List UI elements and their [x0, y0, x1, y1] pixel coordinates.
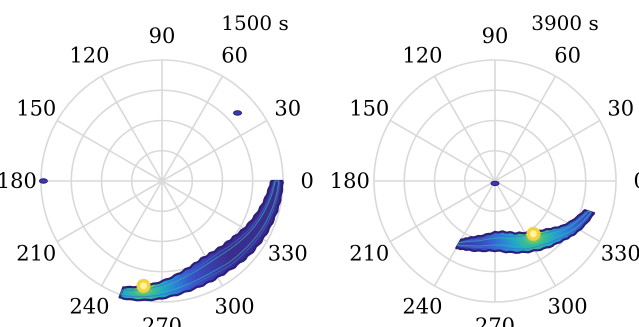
angular-tick-label: 30 — [607, 96, 634, 120]
angular-tick-label: 270 — [142, 314, 182, 327]
angular-tick-label: 150 — [349, 96, 389, 120]
polar-panel-left: 0 30 60 90 120 150 180 210 240 270 300 330 1500 s — [0, 11, 314, 327]
angular-tick-label: 90 — [482, 24, 509, 48]
grid-spoke — [161, 119, 268, 182]
density-peak-core — [140, 282, 148, 290]
angular-tick-label: 120 — [402, 43, 442, 67]
density-region — [455, 209, 596, 254]
angular-tick-label: 120 — [69, 43, 109, 67]
density-contour — [119, 180, 281, 298]
grid-spoke — [100, 180, 163, 287]
grid-spoke — [433, 180, 496, 287]
grid-spoke — [494, 119, 601, 182]
density-contour — [120, 180, 280, 296]
angular-tick-label: 240 — [69, 295, 109, 319]
angular-tick-label: 150 — [16, 96, 56, 120]
density-outlier — [490, 180, 500, 187]
density-contour — [457, 210, 592, 248]
angular-tick-label: 180 — [0, 169, 37, 193]
angular-tick-label: 0 — [634, 169, 639, 193]
density-region — [118, 179, 284, 302]
angular-tick-label: 300 — [548, 295, 588, 319]
angular-tick-label: 330 — [268, 242, 308, 266]
density-contour — [456, 210, 593, 250]
angular-tick-label: 210 — [349, 242, 389, 266]
angular-tick-label: 60 — [221, 43, 248, 67]
grid-spoke — [494, 75, 557, 182]
grid-spoke — [56, 119, 163, 182]
angular-tick-label: 330 — [601, 242, 639, 266]
grid-spoke — [389, 180, 496, 243]
density-outlier — [38, 178, 48, 184]
panel-title: 3900 s — [531, 11, 599, 35]
density-outlier — [233, 110, 243, 116]
panel-title: 1500 s — [221, 11, 289, 35]
angular-tick-label: 300 — [215, 295, 255, 319]
grid-spoke — [494, 180, 601, 243]
angular-tick-label: 210 — [16, 242, 56, 266]
grid-spoke — [56, 180, 163, 243]
angular-tick-label: 0 — [301, 169, 314, 193]
grid-spoke — [100, 75, 163, 182]
grid-spoke — [389, 119, 496, 182]
polar-panel-right: 0 30 60 90 120 150 180 210 240 270 300 330 3900 s — [330, 11, 639, 327]
angular-tick-label: 30 — [274, 96, 301, 120]
angular-tick-label: 240 — [402, 295, 442, 319]
angular-tick-label: 90 — [149, 24, 176, 48]
grid-spoke — [161, 75, 224, 182]
angular-tick-label: 270 — [475, 314, 515, 327]
angular-tick-label: 180 — [330, 169, 370, 193]
angular-tick-label: 60 — [554, 43, 581, 67]
density-peak-core — [529, 230, 537, 238]
grid-spoke — [433, 75, 496, 182]
